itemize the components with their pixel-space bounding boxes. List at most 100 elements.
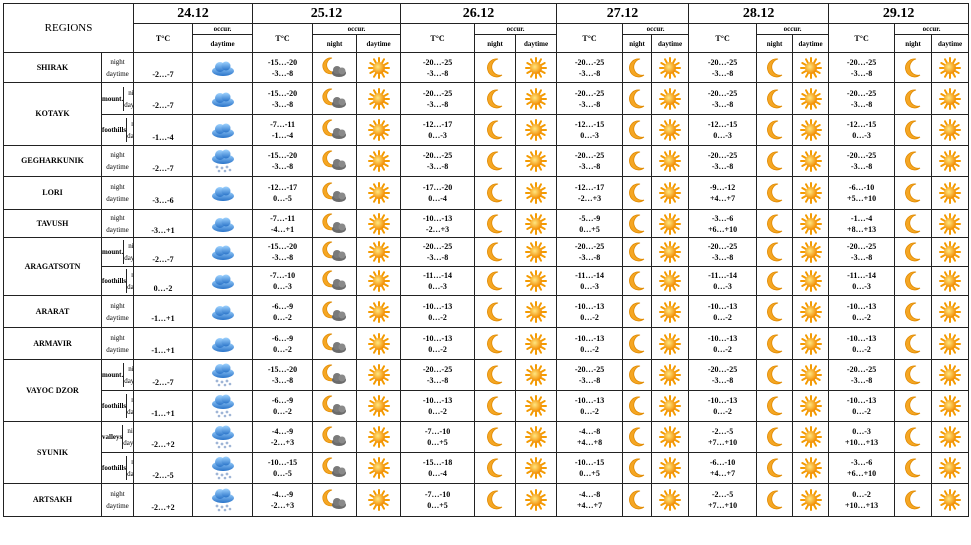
temp-header: T°C xyxy=(400,23,476,53)
moon-icon xyxy=(766,365,782,385)
day-weather-cell xyxy=(356,421,402,453)
sun-icon xyxy=(525,87,548,110)
night-label: night xyxy=(110,183,125,191)
sun-icon xyxy=(659,182,682,204)
temp-cell: -10…-13 0…-2 xyxy=(688,327,758,360)
day-temp: 0…-2 xyxy=(428,312,447,322)
daytime-label: daytime xyxy=(127,283,134,291)
night-weather-cell xyxy=(756,327,794,360)
occur-header: occur. xyxy=(192,23,254,35)
daytime-label: daytime xyxy=(127,470,134,478)
night-header: night xyxy=(474,34,517,53)
date-header: 28.12 xyxy=(688,3,830,24)
temp-cell: -12…-17 0…-3 xyxy=(400,114,476,146)
moon-icon xyxy=(487,302,503,321)
sun-icon xyxy=(799,395,822,417)
night-temp: -7…-10 xyxy=(424,490,451,499)
table-row: foothillsnight daytime-2…-5 -10…-15 0…-5 -… xyxy=(4,452,970,484)
sun-icon xyxy=(799,212,822,235)
day-temp: -3…-8 xyxy=(578,162,601,171)
moon-icon xyxy=(766,302,782,321)
moon-cloud-icon xyxy=(321,457,346,477)
temp-cell: -20…-25 -3…-8 xyxy=(828,359,896,391)
sun-icon xyxy=(799,300,822,323)
temp-cell: -2…-7 xyxy=(133,359,194,391)
night-weather-cell xyxy=(894,452,933,484)
sun-icon xyxy=(367,332,390,355)
moon-icon xyxy=(487,365,503,385)
day-weather-cell xyxy=(515,209,558,238)
temp-cell: -12…-17 0…-5 xyxy=(252,176,314,210)
temp-cell: -12…-17 -2…+3 xyxy=(556,176,624,210)
night-weather-cell xyxy=(622,176,653,210)
sun-icon xyxy=(525,457,548,479)
temp-cell: -20…-25 -3…-8 xyxy=(556,145,624,177)
date-header: 26.12 xyxy=(400,3,558,24)
night-weather-cell xyxy=(756,176,794,210)
sun-icon xyxy=(799,87,822,110)
temp-cell: -20…-25 -3…-8 xyxy=(400,82,476,115)
moon-icon xyxy=(629,151,645,171)
table-row: SHIRAK night daytime -2…-7 -15…-20 -3…-8 -20… xyxy=(3,52,970,83)
night-temp: -6…-9 xyxy=(271,301,294,311)
sun-icon xyxy=(367,364,390,386)
day-temp: +7…+10 xyxy=(708,501,738,510)
moon-icon xyxy=(487,458,503,478)
day-weather-cell xyxy=(515,421,558,453)
night-temp: -20…-25 xyxy=(707,151,738,160)
temp-cell: -12…-15 0…-3 xyxy=(556,114,624,146)
night-weather-cell xyxy=(312,209,358,238)
day-temp: -3…-8 xyxy=(711,376,734,385)
night-weather-cell xyxy=(312,483,358,517)
night-temp: -20…-25 xyxy=(422,365,453,374)
temp-cell: -2…-7 xyxy=(133,145,194,177)
temp-cell: -2…-7 xyxy=(133,237,194,267)
region-name: VAYOC DZOR xyxy=(3,359,102,422)
sun-icon xyxy=(367,241,390,263)
day-temp: -2…+3 xyxy=(270,501,295,510)
sun-icon xyxy=(367,150,390,172)
night-weather-cell xyxy=(622,390,653,422)
day-temp: 0…-3 xyxy=(852,131,871,140)
temp-cell: -1…-4 xyxy=(133,114,194,146)
night-temp: -10…-15 xyxy=(574,458,605,467)
day-weather-cell xyxy=(931,327,970,360)
cloud-icon xyxy=(211,186,234,201)
night-weather-cell xyxy=(622,327,653,360)
occur-header: occur. xyxy=(312,23,402,35)
day-temp: 0…-3 xyxy=(580,282,599,291)
night-temp: -20…-25 xyxy=(422,88,453,98)
temp-cell: -10…-13 0…-2 xyxy=(688,390,758,422)
moon-icon xyxy=(905,58,921,77)
night-weather-cell xyxy=(894,421,933,453)
sun-icon xyxy=(367,119,390,141)
night-label: night xyxy=(110,57,125,66)
moon-icon xyxy=(905,120,921,140)
day-weather-cell xyxy=(356,145,402,177)
sun-icon xyxy=(525,212,548,235)
sun-icon xyxy=(799,426,822,448)
moon-icon xyxy=(905,214,921,233)
day-temp: +4…+7 xyxy=(710,469,736,478)
moon-icon xyxy=(766,151,782,171)
subregion-label: valleys xyxy=(102,433,123,441)
night-weather-cell xyxy=(312,295,358,328)
day-weather-cell xyxy=(931,359,970,391)
night-temp: -10…-13 xyxy=(707,301,738,311)
daytime-header: daytime xyxy=(356,34,402,53)
subregion-label: foothills xyxy=(102,402,127,410)
night-weather-cell xyxy=(312,237,358,267)
day-temp: 0…-2 xyxy=(852,344,871,354)
night-temp: -10…-13 xyxy=(422,301,453,311)
temp-header: T°C xyxy=(133,23,194,53)
temp-cell: -2…-5 +7…+10 xyxy=(688,421,758,453)
table-row: ARMAVIR night daytime -1…+1 -6…-9 0…-2 -10…-… xyxy=(3,327,970,360)
night-weather-cell xyxy=(622,452,653,484)
sun-icon xyxy=(659,300,682,323)
temp-cell: -20…-25 -3…-8 xyxy=(556,82,624,115)
moon-icon xyxy=(487,334,503,353)
moon-icon xyxy=(905,490,921,510)
moon-icon xyxy=(766,89,782,108)
sun-icon xyxy=(799,489,822,511)
daytime-header: daytime xyxy=(651,34,690,53)
